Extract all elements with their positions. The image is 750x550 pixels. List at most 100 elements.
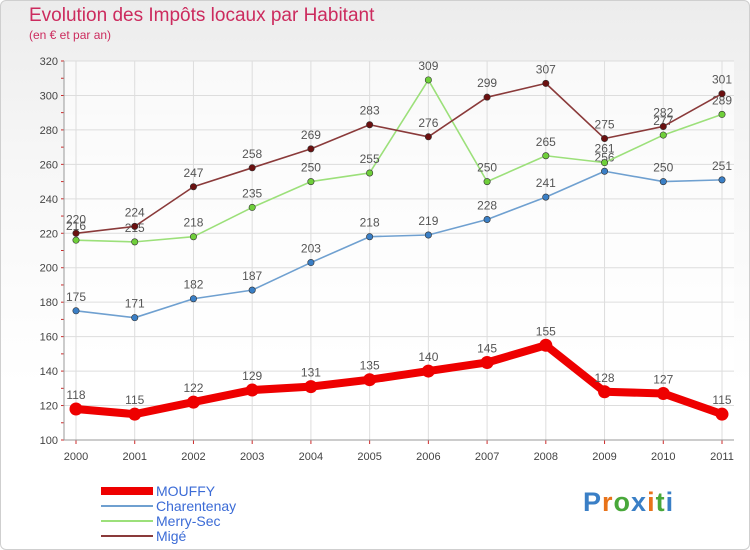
data-label: 307	[536, 62, 556, 76]
data-point	[718, 90, 726, 98]
series-line-merry-sec	[75, 79, 723, 243]
data-label: 276	[418, 116, 438, 130]
x-tick-label: 2007	[475, 451, 499, 463]
data-point	[245, 383, 259, 397]
legend-label: Merry-Sec	[156, 513, 221, 529]
data-point	[72, 229, 80, 237]
data-label: 145	[477, 341, 497, 355]
x-tick-label: 2009	[592, 451, 616, 463]
data-point	[483, 178, 491, 186]
y-tick-label: 320	[40, 56, 58, 68]
data-label: 269	[301, 128, 321, 142]
x-tick-label: 2011	[710, 451, 734, 463]
data-point	[542, 152, 550, 160]
data-label: 155	[536, 324, 556, 338]
data-point	[480, 355, 494, 369]
data-point	[304, 380, 318, 394]
data-point	[718, 110, 726, 118]
data-label: 127	[653, 372, 673, 386]
data-point	[718, 176, 726, 184]
data-label: 115	[712, 393, 731, 407]
data-label: 122	[183, 381, 203, 395]
data-point	[248, 286, 256, 294]
data-point	[366, 169, 374, 177]
y-tick-label: 200	[40, 263, 58, 275]
y-tick-label: 300	[40, 90, 58, 102]
data-point	[248, 203, 256, 211]
y-tick-label: 280	[40, 125, 58, 137]
data-label: 241	[536, 176, 556, 190]
legend-swatch	[101, 487, 153, 495]
x-tick-label: 2001	[122, 451, 146, 463]
data-point	[186, 395, 200, 409]
x-tick-label: 2004	[299, 451, 323, 463]
logo-letter: P	[583, 487, 603, 517]
data-point	[542, 79, 550, 87]
data-label: 187	[242, 269, 262, 283]
legend-label: MOUFFY	[156, 483, 216, 499]
data-label: 224	[125, 205, 145, 219]
data-label: 182	[183, 278, 203, 292]
y-tick-label: 120	[40, 401, 58, 413]
data-point	[424, 133, 432, 141]
data-label: 301	[712, 73, 732, 87]
data-point	[131, 314, 139, 322]
data-point	[542, 193, 550, 201]
data-label: 203	[301, 242, 321, 256]
logo-letter: r	[602, 487, 614, 517]
data-label: 140	[418, 350, 438, 364]
legend-label: Charentenay	[156, 498, 237, 514]
data-point	[72, 307, 80, 315]
data-point	[248, 164, 256, 172]
data-point	[601, 135, 609, 143]
data-label: 135	[360, 359, 380, 373]
data-label: 283	[360, 104, 380, 118]
data-point	[424, 231, 432, 239]
data-point	[131, 222, 139, 230]
x-tick-label: 2000	[64, 451, 88, 463]
data-point	[598, 385, 612, 399]
x-tick-label: 2008	[534, 451, 558, 463]
data-label: 251	[712, 159, 732, 173]
data-point	[424, 76, 432, 84]
y-tick-label: 260	[40, 159, 58, 171]
data-label: 131	[301, 366, 321, 380]
data-point	[307, 178, 315, 186]
plot-area	[64, 61, 734, 440]
legend-label: Migé	[156, 528, 187, 544]
data-label: 218	[183, 216, 203, 230]
data-point	[483, 215, 491, 223]
chart-title: Evolution des Impôts locaux par Habitant	[29, 5, 375, 26]
data-point	[189, 295, 197, 303]
y-tick-label: 160	[40, 332, 58, 344]
data-point	[421, 364, 435, 378]
data-point	[656, 386, 670, 400]
x-tick-label: 2003	[240, 451, 264, 463]
logo-letter: i	[665, 487, 675, 517]
data-point	[366, 233, 374, 241]
logo-letter: t	[655, 487, 666, 517]
data-label: 219	[418, 214, 438, 228]
logo-letter: i	[647, 487, 656, 517]
data-point	[189, 183, 197, 191]
legend-swatch	[101, 535, 153, 537]
data-label: 128	[595, 371, 615, 385]
data-label: 299	[477, 76, 497, 90]
data-point	[539, 338, 553, 352]
data-label: 258	[242, 147, 262, 161]
data-point	[659, 178, 667, 186]
data-label: 265	[536, 135, 556, 149]
x-tick-label: 2002	[181, 451, 205, 463]
data-label: 250	[653, 161, 673, 175]
data-label: 218	[360, 216, 380, 230]
data-point	[69, 402, 83, 416]
y-tick-label: 220	[40, 228, 58, 240]
data-label: 250	[477, 161, 497, 175]
data-label: 247	[183, 166, 203, 180]
data-point	[483, 93, 491, 101]
data-label: 277	[653, 114, 673, 128]
data-label: 175	[66, 290, 86, 304]
data-point	[363, 373, 377, 387]
data-label: 255	[360, 152, 380, 166]
